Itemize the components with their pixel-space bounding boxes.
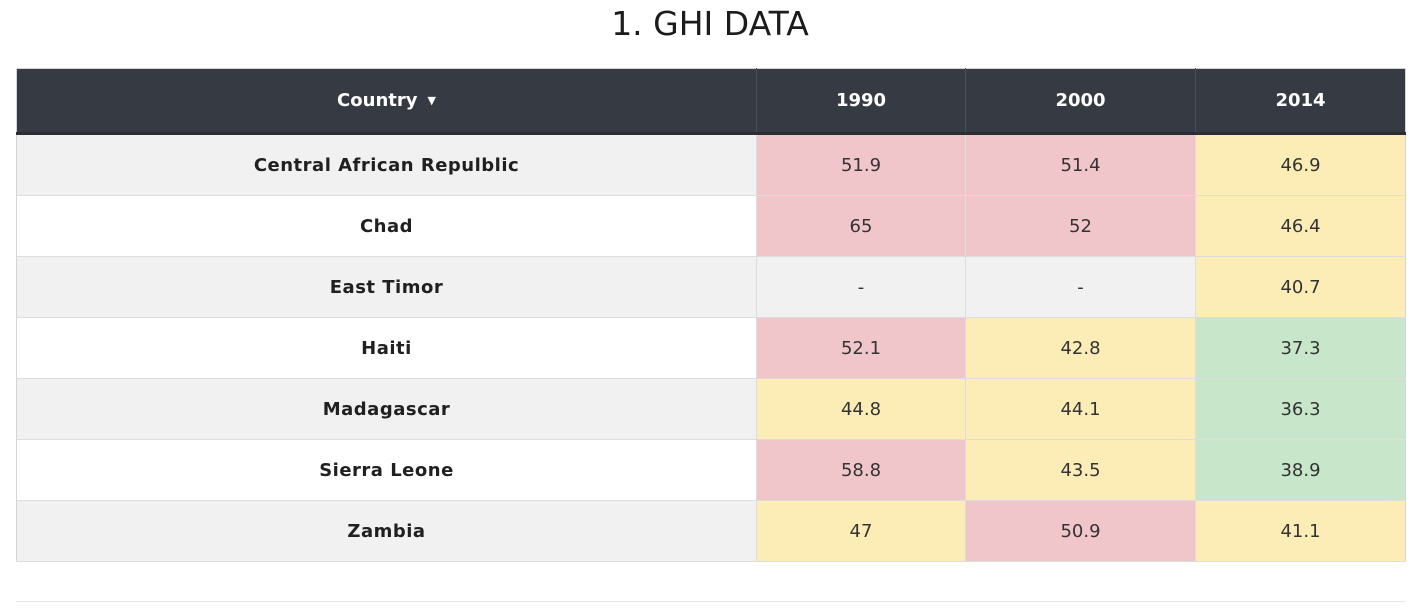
table-row: East Timor - -40.7	[16, 256, 1406, 318]
value-cell-1990: 65	[756, 195, 966, 257]
value-cell-1990: -	[756, 256, 966, 318]
ghi-data-table: Country ▼ 1990 2000 2014 Central African …	[16, 68, 1406, 562]
value-cell-2014: 40.7	[1195, 256, 1406, 318]
column-header-2000[interactable]: 2000	[965, 68, 1196, 135]
divider	[16, 601, 1405, 602]
table-header-row: Country ▼ 1990 2000 2014	[16, 68, 1406, 135]
value-cell-2000: 43.5	[965, 439, 1196, 501]
country-cell: Sierra Leone	[16, 439, 757, 501]
value-cell-1990: 51.9	[756, 133, 966, 196]
column-header-label: Country	[337, 90, 418, 111]
value-cell-2000: 44.1	[965, 378, 1196, 440]
value-cell-2000: 42.8	[965, 317, 1196, 379]
value-cell-2000: 50.9	[965, 500, 1196, 562]
page-title: 1. GHI DATA	[611, 4, 809, 43]
value-cell-2000: 52	[965, 195, 1196, 257]
table-row: Zambia 47 50.9 41.1	[16, 500, 1406, 562]
column-header-1990[interactable]: 1990	[756, 68, 966, 135]
table-body: Central African Repulblic 51.9 51.4 46.9 Cha…	[16, 133, 1406, 562]
value-cell-2000: 51.4	[965, 133, 1196, 196]
country-cell: Madagascar	[16, 378, 757, 440]
country-cell: East Timor	[16, 256, 757, 318]
value-cell-2014: 46.4	[1195, 195, 1406, 257]
country-cell: Central African Repulblic	[16, 133, 757, 196]
value-cell-1990: 47	[756, 500, 966, 562]
table-row: Madagascar 44.8 44.1 36.3	[16, 378, 1406, 440]
country-cell: Zambia	[16, 500, 757, 562]
caret-down-icon: ▼	[427, 94, 436, 107]
table-row: Haiti 52.1 42.8 37.3	[16, 317, 1406, 379]
table-row: Chad 65 52 46.4	[16, 195, 1406, 257]
value-cell-2014: 36.3	[1195, 378, 1406, 440]
value-cell-2014: 46.9	[1195, 133, 1406, 196]
value-cell-1990: 44.8	[756, 378, 966, 440]
value-cell-2000: -	[965, 256, 1196, 318]
country-cell: Chad	[16, 195, 757, 257]
value-cell-1990: 58.8	[756, 439, 966, 501]
column-header-country[interactable]: Country ▼	[16, 68, 757, 135]
value-cell-2014: 41.1	[1195, 500, 1406, 562]
table-row: Central African Repulblic 51.9 51.4 46.9	[16, 133, 1406, 196]
country-cell: Haiti	[16, 317, 757, 379]
value-cell-2014: 37.3	[1195, 317, 1406, 379]
table-row: Sierra Leone 58.8 43.5 38.9	[16, 439, 1406, 501]
column-header-2014[interactable]: 2014	[1195, 68, 1406, 135]
value-cell-2014: 38.9	[1195, 439, 1406, 501]
value-cell-1990: 52.1	[756, 317, 966, 379]
